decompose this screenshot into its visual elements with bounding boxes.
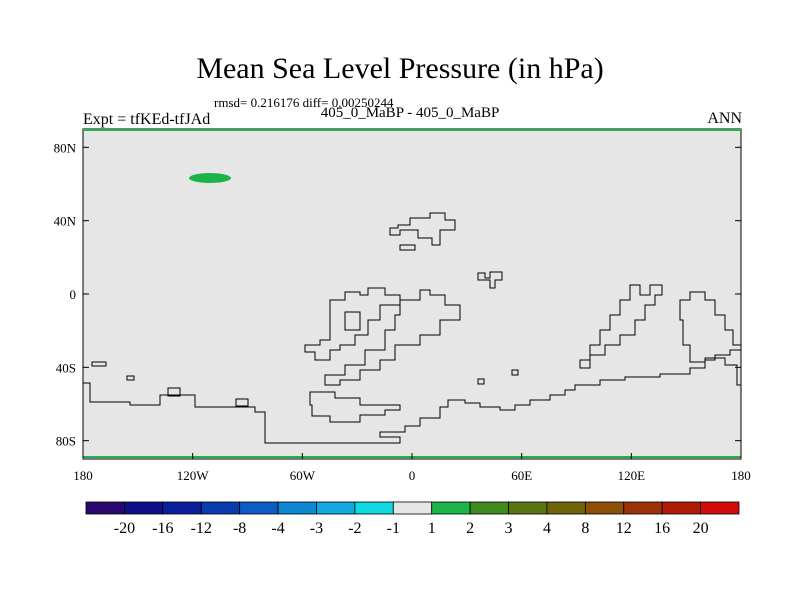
lat-label: 80N bbox=[54, 140, 77, 155]
map-background bbox=[82, 128, 742, 460]
map-area bbox=[82, 128, 742, 460]
coastlines bbox=[83, 212, 742, 444]
lon-label: 60E bbox=[511, 468, 532, 483]
colorbar-swatch bbox=[584, 501, 625, 515]
lat-label: 40S bbox=[56, 360, 76, 375]
lon-label: 120E bbox=[618, 468, 646, 483]
period-label: 405_0_MaBP - 405_0_MaBP bbox=[320, 105, 500, 121]
small-contour-6 bbox=[511, 369, 519, 376]
colorbar-swatch bbox=[316, 501, 356, 515]
positive-anomaly-patch bbox=[189, 173, 231, 183]
small-contour-1 bbox=[91, 361, 107, 367]
longitude-axis: 180 120W 60W 0 60E 120E 180 bbox=[73, 453, 751, 483]
lon-label: 180 bbox=[73, 468, 93, 483]
stats-text: rmsd= 0.216176 diff= 0.00250244 bbox=[214, 95, 394, 110]
southern-ocean-contour bbox=[324, 289, 461, 386]
colorbar-swatch bbox=[85, 501, 125, 515]
colorbar: -20 -16 -12 -8 -4 -3 -2 -1 1 2 3 4 8 12 16 20 bbox=[85, 501, 740, 537]
colorbar-label: -16 bbox=[152, 520, 173, 537]
lat-label: 0 bbox=[70, 287, 77, 302]
colorbar-swatch bbox=[392, 501, 433, 515]
colorbar-label: 8 bbox=[581, 520, 589, 537]
lon-label: 120W bbox=[177, 468, 210, 483]
colorbar-label: 12 bbox=[616, 520, 632, 537]
colorbar-label: 1 bbox=[428, 520, 436, 537]
south-atlantic-contour bbox=[304, 287, 401, 361]
colorbar-swatch bbox=[469, 501, 509, 515]
colorbar-label: -1 bbox=[387, 520, 400, 537]
colorbar-swatch bbox=[700, 501, 740, 515]
small-contour-5 bbox=[477, 378, 485, 385]
latitude-axis: 80N 40N 0 40S 80S bbox=[54, 140, 741, 449]
colorbar-label: -20 bbox=[114, 520, 135, 537]
arabian-sea-contour bbox=[477, 271, 503, 289]
colorbar-label: -8 bbox=[233, 520, 246, 537]
colorbar-label: 3 bbox=[505, 520, 513, 537]
colorbar-swatch bbox=[661, 501, 701, 515]
colorbar-swatch bbox=[623, 501, 663, 515]
colorbar-swatch bbox=[431, 501, 471, 515]
colorbar-swatch bbox=[546, 501, 586, 515]
colorbar-swatch bbox=[162, 501, 202, 515]
colorbar-swatch bbox=[124, 501, 164, 515]
colorbar-label: -4 bbox=[271, 520, 284, 537]
colorbar-swatch bbox=[239, 501, 279, 515]
lon-label: 60W bbox=[290, 468, 316, 483]
colorbar-label: -12 bbox=[191, 520, 212, 537]
colorbar-label: 4 bbox=[543, 520, 551, 537]
experiment-label: Expt = tfKEd-tfJAd bbox=[83, 111, 211, 128]
colorbar-label: -3 bbox=[310, 520, 323, 537]
colorbar-label: 16 bbox=[654, 520, 670, 537]
weddell-contour bbox=[309, 391, 401, 423]
lon-label: 180 bbox=[731, 468, 751, 483]
colorbar-swatch bbox=[508, 501, 548, 515]
lat-label: 40N bbox=[54, 214, 77, 229]
colorbar-swatch bbox=[277, 501, 317, 515]
small-contour-3 bbox=[167, 387, 181, 397]
colorbar-swatch bbox=[354, 501, 394, 515]
colorbar-label: 20 bbox=[693, 520, 709, 537]
north-atlantic-small-contour bbox=[399, 244, 416, 251]
pacific-contour bbox=[679, 291, 742, 386]
colorbar-swatch bbox=[200, 501, 241, 515]
colorbar-label: -2 bbox=[348, 520, 361, 537]
north-atlantic-contour bbox=[389, 212, 456, 246]
map-title: Mean Sea Level Pressure (in hPa) bbox=[196, 52, 604, 85]
colorbar-label: 2 bbox=[466, 520, 474, 537]
small-contour-4 bbox=[235, 398, 249, 407]
lon-label: 0 bbox=[409, 468, 416, 483]
antarctica-coastline bbox=[83, 349, 741, 444]
season-label: ANN bbox=[707, 110, 742, 127]
small-contour-2 bbox=[126, 375, 135, 381]
indian-ocean-contour bbox=[579, 284, 663, 369]
lat-label: 80S bbox=[56, 434, 76, 449]
south-america-contour bbox=[344, 311, 361, 331]
